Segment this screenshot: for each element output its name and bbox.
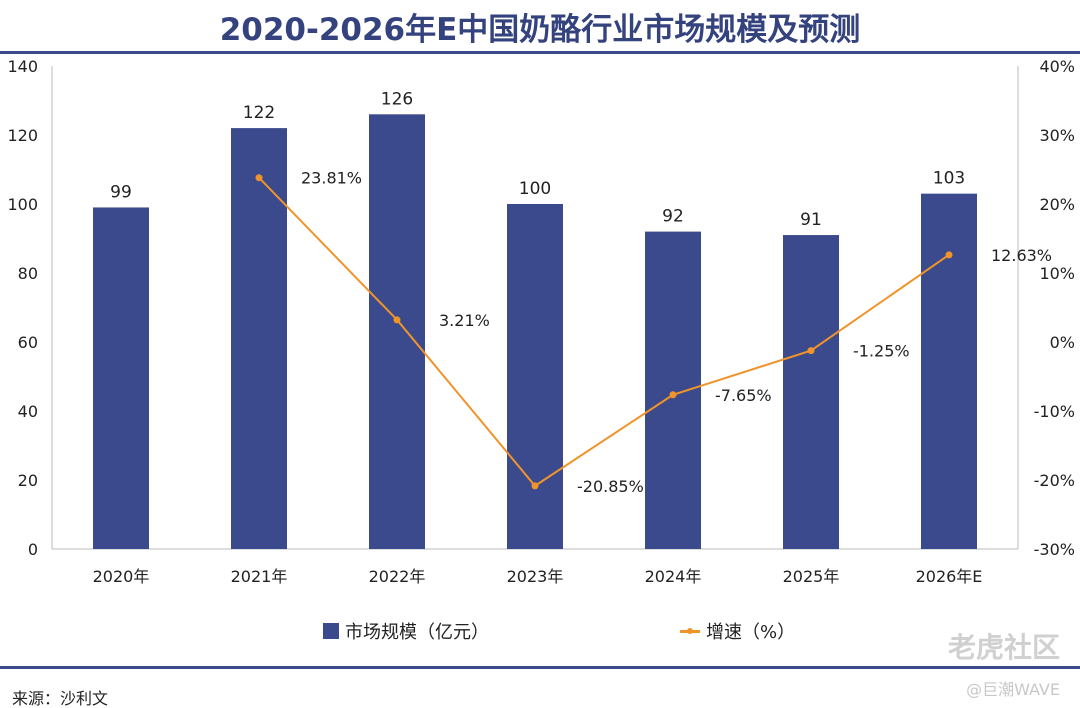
legend-label: 市场规模（亿元） (345, 622, 489, 643)
x-tick-label: 2021年 (231, 567, 288, 586)
growth-point (945, 251, 953, 259)
left-tick-label: 40 (18, 402, 38, 421)
legend-label: 增速（%） (706, 622, 796, 643)
growth-data-label: 12.63% (991, 246, 1052, 265)
growth-point (531, 482, 539, 490)
bar-data-label: 100 (519, 179, 551, 199)
growth-data-label: -1.25% (853, 342, 910, 361)
growth-point (807, 347, 815, 355)
bar-data-label: 91 (800, 210, 822, 230)
left-tick-label: 60 (18, 333, 38, 352)
growth-data-label: 3.21% (439, 311, 490, 330)
left-tick-label: 0 (28, 540, 38, 559)
source-note: 来源：沙利文 (12, 689, 109, 708)
bar (921, 193, 977, 549)
bar (783, 235, 839, 550)
growth-point (669, 391, 677, 399)
bar-data-label: 126 (381, 89, 413, 109)
growth-point (393, 316, 401, 324)
legend-item-growth: 增速（%） (680, 618, 795, 644)
chart-canvas: 0 20 40 60 80 100 120 140 -30% -20% -10% 0% 10% 20% 30… (7, 57, 1075, 586)
watermark: 老虎社区 (947, 631, 1060, 664)
bar-data-label: 103 (933, 169, 965, 189)
bar-data-label: 122 (243, 103, 275, 123)
legend-bar-swatch (323, 623, 339, 639)
bar (369, 114, 425, 550)
left-tick-label: 100 (7, 195, 38, 214)
footer-divider (0, 666, 1080, 669)
left-tick-label: 120 (7, 126, 38, 145)
right-tick-label: 10% (1039, 264, 1075, 283)
title-divider (0, 51, 1080, 54)
right-tick-label: 30% (1039, 126, 1075, 145)
x-tick-label: 2022年 (369, 567, 426, 586)
growth-point (255, 174, 263, 182)
bar (93, 207, 149, 549)
x-tick-label: 2020年 (93, 567, 150, 586)
x-tick-label: 2026年E (916, 567, 983, 586)
right-tick-label: -10% (1034, 402, 1075, 421)
left-tick-label: 20 (18, 471, 38, 490)
right-tick-label: -30% (1034, 540, 1075, 559)
growth-data-label: -20.85% (577, 477, 644, 496)
bar (231, 128, 287, 549)
left-tick-label: 80 (18, 264, 38, 283)
growth-data-label: 23.81% (301, 169, 362, 188)
legend-item-market-size: 市场规模（亿元） (323, 618, 489, 644)
chart-title: 2020-2026年E中国奶酪行业市场规模及预测 (219, 12, 861, 48)
right-tick-label: -20% (1034, 471, 1075, 490)
bar (507, 204, 563, 549)
x-tick-label: 2023年 (507, 567, 564, 586)
bar-data-label: 99 (110, 182, 132, 202)
watermark-sub: @巨潮WAVE (966, 680, 1060, 699)
right-tick-label: 40% (1039, 57, 1075, 76)
left-tick-label: 140 (7, 57, 38, 76)
x-tick-label: 2024年 (645, 567, 702, 586)
legend-line-swatch (680, 627, 700, 634)
growth-data-label: -7.65% (715, 386, 772, 405)
growth-line (258, 177, 950, 488)
bar (645, 231, 701, 549)
x-tick-label: 2025年 (783, 567, 840, 586)
right-tick-label: 20% (1039, 195, 1075, 214)
right-tick-label: 0% (1050, 333, 1075, 352)
bar-data-label: 92 (662, 207, 684, 227)
